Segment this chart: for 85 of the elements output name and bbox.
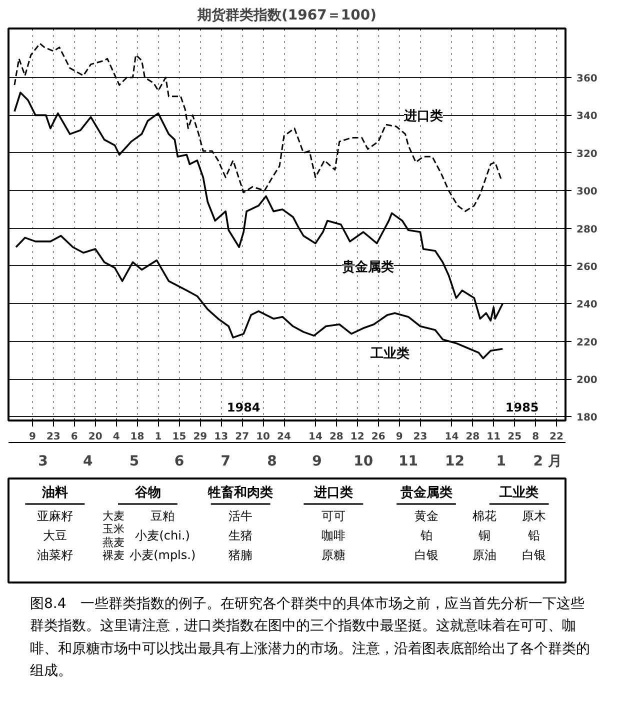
x-tick-label: 24 xyxy=(277,432,292,442)
annotation: 1984 xyxy=(226,400,260,414)
x-tick-label: 13 xyxy=(214,432,228,442)
text: 原糖 xyxy=(321,548,346,562)
x-tick-label: 23 xyxy=(46,432,60,442)
x2-tick-label: 9 xyxy=(312,454,322,470)
y-tick-label: 200 xyxy=(576,375,598,386)
x-tick-label: 1 xyxy=(154,432,162,442)
y-tick-label: 360 xyxy=(576,74,598,84)
text: 大豆 xyxy=(42,528,67,542)
x-tick-label: 26 xyxy=(371,432,386,442)
x-tick-label: 14 xyxy=(308,432,322,442)
text: 原油 xyxy=(472,548,497,562)
x-tick-label: 4 xyxy=(112,432,120,442)
series-label: 贵金属类 xyxy=(340,259,394,276)
text: 铂 xyxy=(420,528,432,542)
category-label: 油料 xyxy=(40,486,68,501)
x2-tick-label: 5 xyxy=(129,454,140,470)
text: 小麦(chi.) xyxy=(135,528,190,542)
x-tick-label: 9 xyxy=(396,432,403,442)
x-tick-label: 14 xyxy=(444,432,459,442)
text: 燕麦 xyxy=(102,536,124,549)
text: 咖啡 xyxy=(321,528,346,542)
text: 豆粕 xyxy=(150,508,175,523)
x-tick-label: 9 xyxy=(28,432,36,442)
category-label: 谷物 xyxy=(134,486,161,501)
y-tick-label: 180 xyxy=(576,412,598,424)
x2-tick-label: 8 xyxy=(267,454,277,470)
x-tick-label: 27 xyxy=(235,432,250,442)
x-tick-label: 28 xyxy=(329,432,344,442)
text: 玉米 xyxy=(102,522,124,536)
y-tick-label: 340 xyxy=(576,111,598,122)
x-tick-label: 15 xyxy=(172,432,186,442)
category-label: 牲畜和肉类 xyxy=(207,484,274,501)
x-tick-label: 22 xyxy=(550,432,564,442)
x2-tick-label: 2 月 xyxy=(533,454,562,470)
text: 裸麦 xyxy=(102,549,124,562)
text: 亚麻籽 xyxy=(36,508,73,523)
x-tick-label: 6 xyxy=(70,432,78,442)
x-tick-label: 8 xyxy=(532,432,540,442)
text: 可可 xyxy=(321,508,346,523)
x2-tick-label: 12 xyxy=(444,454,464,470)
x-tick-label: 12 xyxy=(350,432,364,442)
series-label: 工业类 xyxy=(370,346,410,362)
text: 活牛 xyxy=(228,508,253,523)
text: 大麦 xyxy=(102,509,124,522)
y-tick-label: 320 xyxy=(576,148,598,160)
text: 白银 xyxy=(522,548,546,562)
x-tick-label: 29 xyxy=(193,432,208,442)
x-tick-label: 20 xyxy=(88,432,102,442)
y-tick-label: 280 xyxy=(576,224,598,236)
x-tick-label: 18 xyxy=(130,432,144,442)
annotation: 1985 xyxy=(505,400,539,414)
x-tick-label: 25 xyxy=(508,432,522,442)
text: 黄金 xyxy=(414,508,438,523)
x-tick-label: 23 xyxy=(413,432,428,442)
y-tick-label: 240 xyxy=(576,300,598,311)
x2-tick-label: 7 xyxy=(220,454,230,470)
y-tick-label: 220 xyxy=(576,337,598,348)
x2-tick-label: 6 xyxy=(174,454,184,470)
text: 小麦(mpls.) xyxy=(130,548,196,562)
category-label: 进口类 xyxy=(312,486,353,501)
text: 生猪 xyxy=(228,528,253,542)
x-tick-label: 28 xyxy=(466,432,480,442)
text: 白银 xyxy=(414,548,438,562)
text: 油菜籽 xyxy=(36,548,73,562)
text: 棉花 xyxy=(472,508,497,523)
category-label: 工业类 xyxy=(498,486,539,501)
x-tick-label: 11 xyxy=(486,432,501,442)
x2-tick-label: 1 xyxy=(496,454,506,470)
caption: 图8.4 一些群类指数的例子。在研究各个群类中的具体市场之前，应当首先分析一下这些群类指数。这里请注意，进口类指数在图中的三个指数中最坚挺。这就意味着在可可、咖啡、和原糖市场中可以找出最具有上涨潜力的市场。注意，沿着图表底部给出了各个群类的组成。 xyxy=(30,595,590,682)
text: 猪腩 xyxy=(228,548,253,562)
x2-tick-label: 4 xyxy=(82,454,93,470)
text: 铅 xyxy=(528,528,540,542)
x2-tick-label: 3 xyxy=(38,454,48,470)
text: 铜 xyxy=(478,528,491,542)
x2-tick-label: 10 xyxy=(354,454,374,470)
chart-title: 期货群类指数(1967＝100) xyxy=(196,8,377,24)
y-tick-label: 300 xyxy=(576,186,598,198)
text: 原木 xyxy=(522,508,546,523)
category-label: 贵金属类 xyxy=(399,484,452,501)
x-tick-label: 10 xyxy=(256,432,270,442)
series-label: 进口类 xyxy=(402,109,443,124)
x2-tick-label: 11 xyxy=(398,454,418,470)
y-tick-label: 260 xyxy=(576,262,598,273)
